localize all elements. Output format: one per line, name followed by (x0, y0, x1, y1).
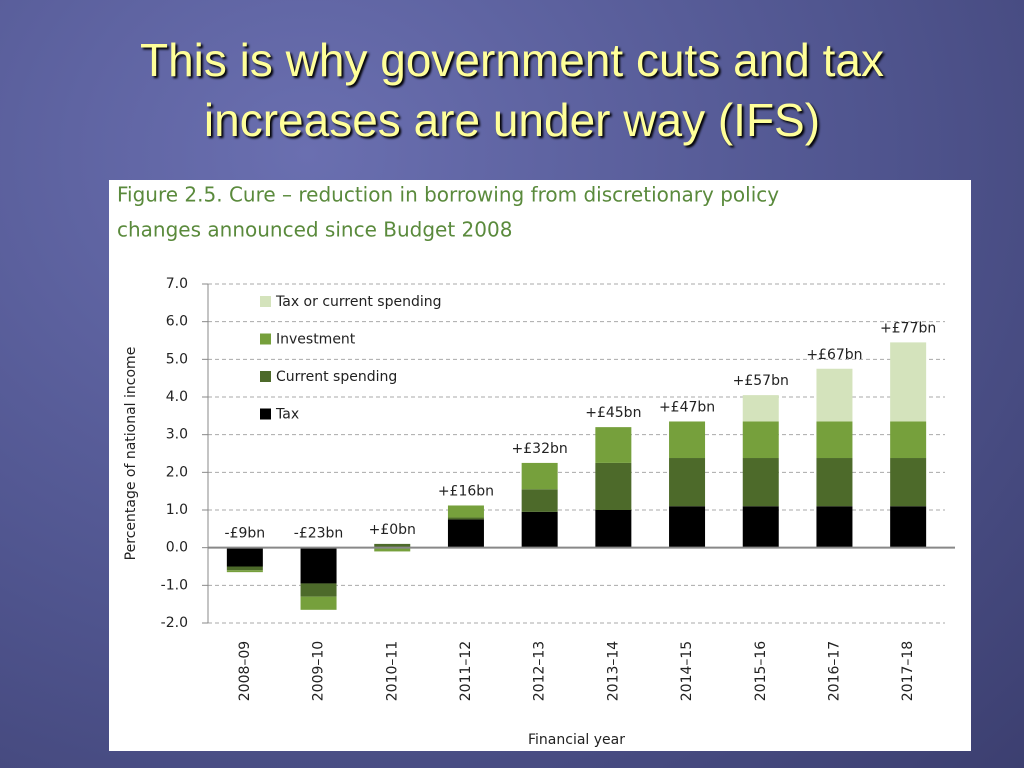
bar-segment (447, 517, 484, 520)
bar-segment (742, 421, 779, 459)
bar-segment (669, 458, 706, 507)
y-tick-label: 7.0 (166, 276, 188, 292)
total-label: +£57bn (733, 373, 789, 389)
y-tick-label: 3.0 (166, 427, 188, 443)
bar-segment (300, 596, 337, 610)
total-label: +£47bn (659, 399, 715, 415)
x-tick-label: 2014–15 (679, 641, 695, 701)
slide-title: This is why government cuts and tax incr… (140, 34, 884, 146)
bar-segment (521, 462, 558, 490)
x-tick-label: 2009–10 (311, 641, 327, 701)
bar-segment (521, 489, 558, 512)
y-axis-label: Percentage of national income (123, 347, 139, 561)
legend-swatch (260, 296, 271, 307)
y-tick-label: -1.0 (161, 577, 188, 593)
x-tick-label: 2008–09 (237, 641, 253, 701)
total-label: -£9bn (225, 526, 266, 542)
x-tick-label: 2017–18 (900, 641, 916, 701)
total-label: +£77bn (880, 320, 936, 336)
total-label: -£23bn (294, 526, 344, 542)
bar-segment (816, 368, 853, 422)
bar-segment (595, 510, 632, 548)
bar-segment (226, 570, 263, 573)
total-label: +£0bn (369, 522, 416, 538)
y-tick-label: -2.0 (161, 615, 188, 631)
bar-segment (816, 458, 853, 507)
bar-segment (447, 505, 484, 518)
bar-segment (300, 547, 337, 584)
x-tick-label: 2012–13 (532, 641, 548, 701)
x-tick-label: 2015–16 (753, 641, 769, 702)
bar-segment (226, 547, 263, 567)
bar-segment (742, 458, 779, 507)
total-label: +£45bn (585, 405, 641, 421)
chart-title-1: Figure 2.5. Cure – reduction in borrowin… (117, 183, 779, 207)
legend-swatch (260, 333, 271, 345)
bar-segment (300, 583, 337, 597)
legend-label: Tax or current spending (275, 294, 441, 310)
bar-segment (521, 511, 558, 548)
bar-segment (374, 543, 411, 548)
legend-label: Tax (275, 407, 299, 423)
bar-segment (816, 421, 853, 459)
x-tick-label: 2010–11 (384, 641, 400, 701)
x-tick-label: 2013–14 (605, 641, 621, 702)
chart-title-2: changes announced since Budget 2008 (117, 218, 512, 242)
legend-label: Investment (276, 332, 356, 348)
total-label: +£67bn (806, 347, 862, 363)
y-tick-label: 1.0 (166, 502, 188, 518)
bar-segment (742, 506, 779, 548)
y-tick-label: 6.0 (166, 314, 188, 330)
legend-swatch (260, 408, 271, 420)
y-tick-label: 0.0 (166, 540, 188, 556)
bar-segment (669, 421, 706, 459)
bar-segment (890, 342, 927, 422)
y-tick-label: 4.0 (166, 389, 188, 405)
bar-segment (595, 427, 632, 463)
bar-segment (890, 458, 927, 507)
bar-segment (816, 506, 853, 548)
chart-panel: Figure 2.5. Cure – reduction in borrowin… (109, 180, 971, 751)
bar-segment (890, 421, 927, 459)
total-label: +£16bn (438, 483, 494, 499)
y-tick-label: 5.0 (166, 351, 188, 367)
bar-segment (595, 462, 632, 510)
legend-label: Current spending (276, 369, 397, 385)
chart: Figure 2.5. Cure – reduction in borrowin… (117, 183, 955, 748)
x-tick-label: 2016–17 (826, 641, 842, 701)
legend-swatch (260, 371, 271, 382)
y-tick-label: 2.0 (166, 464, 188, 480)
bar-segment (226, 566, 263, 571)
bar-segment (742, 395, 779, 422)
bar-segment (374, 547, 411, 552)
total-label: +£32bn (512, 441, 568, 457)
x-axis-label: Financial year (528, 732, 625, 748)
bar-segment (890, 506, 927, 548)
bar-segment (447, 519, 484, 548)
bar-segment (669, 506, 706, 548)
x-tick-label: 2011–12 (458, 641, 474, 701)
